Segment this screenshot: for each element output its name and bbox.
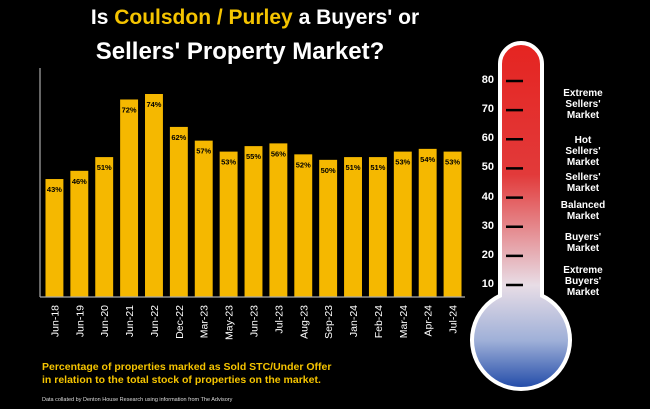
- market-label-line: Sellers': [565, 99, 601, 110]
- x-tick-label: Jun-23: [249, 305, 261, 337]
- market-label-line: Extreme: [563, 265, 603, 276]
- footnote-line2: in relation to the total stock of proper…: [42, 374, 321, 386]
- x-tick-label: Jun-19: [74, 305, 86, 337]
- source-note: Data collated by Denton House Research u…: [42, 397, 233, 403]
- market-label-line: Market: [566, 157, 600, 168]
- data-label: 46%: [72, 177, 87, 186]
- bar-Mar-24: [393, 151, 412, 297]
- bar-Jan-24: [344, 157, 362, 297]
- market-label: Sellers' Market: [538, 172, 628, 194]
- x-tick-label: May-23: [224, 305, 236, 340]
- thermometer-tick-label: 70: [481, 103, 494, 116]
- market-label-line: Sellers': [565, 172, 601, 183]
- bar-Jun-23: [244, 146, 263, 297]
- bar-Jun-19: [70, 170, 89, 297]
- market-label-line: Market: [566, 183, 600, 194]
- market-label-line: Sellers': [565, 146, 601, 157]
- x-tick-label: Mar-23: [199, 305, 211, 338]
- market-label-line: Market: [566, 243, 600, 254]
- bar-Jun-18: [45, 179, 64, 297]
- thermometer-body: [470, 41, 572, 391]
- bar-Apr-24: [418, 148, 437, 297]
- data-label: 57%: [196, 147, 211, 156]
- thermometer-tick-label: 80: [481, 74, 494, 86]
- x-tick-label: Apr-24: [423, 305, 435, 337]
- market-label-line: Buyers': [564, 276, 602, 287]
- x-tick-label: Jan-24: [348, 305, 360, 337]
- data-label: 51%: [97, 163, 112, 172]
- chart-title-line2: Sellers' Property Market?: [95, 38, 385, 65]
- x-tick-label: Jun-18: [49, 305, 61, 337]
- title-suffix: a Buyers' or: [292, 6, 420, 29]
- bar-Jun-21: [120, 99, 139, 298]
- data-label: 54%: [420, 155, 435, 164]
- market-label-line: Hot: [574, 135, 592, 146]
- bar-Aug-23: [294, 154, 313, 297]
- thermometer-tick-label: 40: [481, 190, 494, 203]
- data-label: 62%: [171, 133, 186, 142]
- market-label-line: Market: [566, 211, 600, 222]
- thermometer-tick-label: 30: [481, 219, 494, 232]
- x-tick-label: Jun-22: [149, 305, 161, 337]
- x-tick-label: Jun-20: [99, 305, 111, 337]
- thermometer-tick-label: 60: [481, 132, 494, 145]
- x-tick-label: Jul-23: [273, 305, 285, 334]
- market-label: Buyers' Market: [538, 232, 628, 254]
- data-label: 74%: [146, 100, 161, 109]
- data-label: 72%: [122, 105, 137, 114]
- market-label-line: Market: [566, 110, 600, 121]
- x-tick-label: Mar-24: [398, 305, 410, 338]
- thermometer-tick-label: 10: [481, 278, 494, 290]
- bar-Dec-22: [169, 126, 188, 298]
- title-prefix: Is: [90, 6, 115, 29]
- data-label: 52%: [296, 160, 311, 169]
- market-label-line: Balanced: [560, 200, 606, 211]
- market-label: Hot Sellers' Market: [538, 135, 628, 168]
- x-tick-label: Jul-24: [448, 305, 460, 334]
- bar-Jun-22: [145, 94, 163, 297]
- bar-Jul-24: [443, 151, 462, 297]
- footnote-line1: Percentage of properties marked as Sold …: [42, 361, 332, 373]
- data-label: 55%: [246, 152, 261, 161]
- market-label: Extreme Sellers' Market: [538, 88, 628, 121]
- data-label: 51%: [346, 163, 361, 172]
- market-label-line: Extreme: [563, 88, 603, 99]
- bar-Sep-23: [319, 159, 338, 297]
- bar-Jul-23: [269, 143, 288, 297]
- bar-May-23: [219, 151, 238, 297]
- x-tick-label: Dec-22: [174, 305, 186, 339]
- data-label: 53%: [395, 158, 410, 167]
- x-tick-label: Jun-21: [124, 305, 136, 337]
- data-label: 53%: [221, 158, 236, 167]
- market-label-line: Buyers': [564, 232, 602, 243]
- bar-Jun-20: [95, 157, 114, 297]
- x-tick-label: Sep-23: [323, 305, 335, 339]
- market-label: Balanced Market: [538, 200, 628, 222]
- market-label-line: Market: [566, 287, 600, 298]
- footnote: Percentage of properties marked as Sold …: [42, 361, 331, 387]
- data-label: 56%: [271, 149, 286, 158]
- data-label: 50%: [321, 166, 336, 175]
- data-label: 51%: [370, 163, 385, 172]
- thermometer-tick-label: 50: [481, 161, 494, 174]
- data-label: 53%: [445, 158, 460, 167]
- chart-title-line1: Is Coulsdon / Purley a Buyers' or: [55, 6, 455, 30]
- bar-Feb-24: [368, 157, 387, 297]
- market-label: Extreme Buyers' Market: [538, 265, 628, 298]
- bar-Mar-23: [194, 140, 213, 297]
- data-label: 43%: [47, 185, 62, 194]
- x-tick-label: Feb-24: [373, 305, 385, 338]
- x-tick-label: Aug-23: [298, 305, 310, 339]
- title-location: Coulsdon / Purley: [114, 6, 293, 29]
- thermometer-tick-label: 20: [481, 248, 494, 261]
